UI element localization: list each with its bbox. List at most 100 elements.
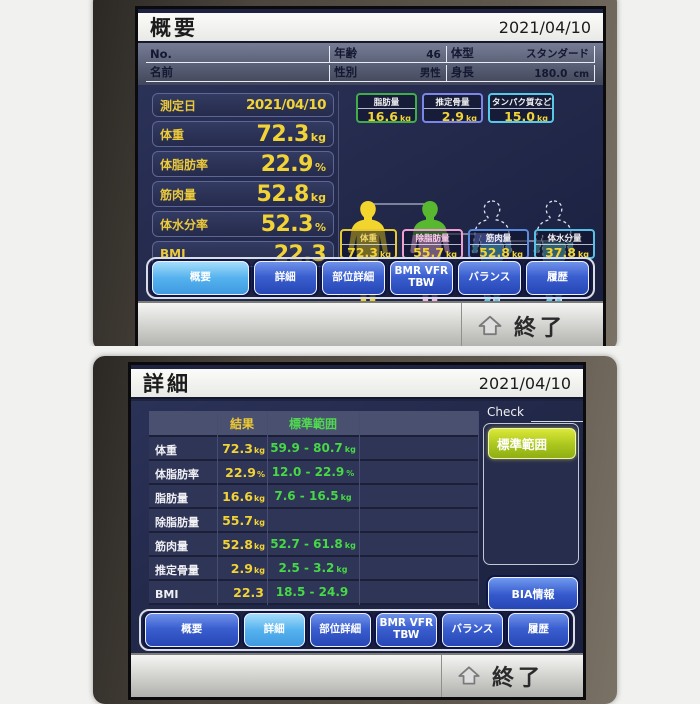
height-unit: cm [573,69,589,80]
table-row-muscle-mass: 筋肉量 52.8 kg 52.7 - 61.8 kg [149,531,479,555]
home-icon [458,666,480,685]
table-gridline [217,411,218,605]
tab-balance[interactable]: バランス [441,613,503,647]
home-icon [478,315,502,335]
metric-value: 52.8 [256,181,310,207]
table-row-lean-mass: 除脂肪量 55.7 kg [149,507,479,531]
analyzer-device-bottom: 詳細 2021/04/10 結果 標準範囲 体重 72.3 kg 59.9 - 8… [93,356,617,704]
age-label: 年齢 [334,46,358,60]
statbox-value: 2.9 [441,109,464,123]
patient-info-bar: No. 年齢 46 体型 スタンダード 名前 性別 [138,43,603,85]
exit-label: 終了 [514,315,567,341]
page-title: 詳細 [143,372,191,396]
statbox-value: 37.8 [545,245,576,259]
tab-segment-details[interactable]: 部位詳細 [321,261,385,295]
exit-label: 終了 [492,666,545,691]
no-label: No. [150,47,172,61]
exit-button[interactable]: 終了 [476,310,603,342]
height-number: 180.0 [534,68,568,80]
exit-button[interactable]: 終了 [456,660,583,692]
statbox-unit: kg [465,114,477,123]
statbox-fat-mass: 脂肪量 16.6 kg [356,93,417,123]
field-name: 名前 [146,65,331,82]
date-display: 2021/04/10 [478,373,571,393]
overview-screen: 概要 2021/04/10 No. 年齢 46 体型 スタンダード [135,6,606,351]
table-gridline [267,411,268,605]
statbox-body-water: 体水分量 37.8 kg [534,229,595,259]
metric-label: 体水分率 [160,217,209,232]
tab-history[interactable]: 履歴 [507,613,569,647]
tab-details[interactable]: 詳細 [243,613,305,647]
height-label: 身長 [450,65,474,79]
metric-row-muscle: 筋肉量 52.8 kg [152,181,334,207]
statbox-label: 体重 [342,231,395,245]
statbox-value: 55.7 [413,245,444,259]
metric-value: 2021/04/10 [245,97,327,113]
field-age: 年齢 46 [330,46,447,63]
analyzer-device-top: 概要 2021/04/10 No. 年齢 46 体型 スタンダード [93,0,617,351]
field-body-type: 体型 スタンダード [446,46,595,63]
statbox-unit: kg [577,250,589,259]
statbox-value: 16.6 [367,109,398,123]
check-panel-topline [531,421,583,422]
tab-overview[interactable]: 概要 [152,261,249,295]
range-column-header: 標準範囲 [288,416,337,431]
metric-row-weight: 体重 72.3 kg [152,121,334,147]
panel-divider [338,91,339,297]
statbox-weight: 体重 72.3 kg [340,229,397,259]
statbox-lean-mass: 除脂肪量 55.7 kg [402,229,463,259]
age-value: 46 [426,49,441,61]
table-row-bmi: BMI 22.3 18.5 - 24.9 [149,579,479,603]
statbox-label: 推定骨量 [424,95,481,109]
gender-label: 性別 [334,65,358,79]
statbox-label: タンパク質など [490,95,552,109]
table-row-body-fat: 体脂肪率 22.9% 12.0 - 22.9% [149,459,479,483]
exit-bar: 終了 [131,653,583,697]
result-column-header: 結果 [229,416,254,431]
bia-info-button[interactable]: BIA情報 [488,577,578,610]
table-row-fat-mass: 脂肪量 16.6 kg 7.6 - 16.5 kg [149,483,479,507]
table-row-empty [149,603,479,621]
name-label: 名前 [150,65,173,79]
metric-row-measure-date: 測定日 2021/04/10 [152,93,334,117]
metric-row-body-fat: 体脂肪率 22.9% [152,151,334,177]
exit-separator [461,303,462,348]
tab-balance[interactable]: バランス [457,261,521,295]
metric-unit: % [314,160,326,174]
exit-bar: 終了 [138,301,603,348]
metric-value: 22.9 [260,151,314,177]
screen1-header: 概要 2021/04/10 [138,13,603,43]
body-type-label: 体型 [450,46,474,60]
info-row-2: 名前 性別 男性 身長 180.0 cm [146,64,595,83]
metric-row-body-water: 体水分率 52.3% [152,211,334,237]
table-row-weight: 体重 72.3 kg 59.9 - 80.7 kg [149,435,479,459]
tab-bmr-vfr-tbw[interactable]: BMR VFR TBW [389,261,453,295]
table-gridline [359,411,360,605]
metric-unit: % [314,220,326,234]
tab-history[interactable]: 履歴 [525,261,589,295]
screen2-header: 詳細 2021/04/10 [131,369,583,399]
details-screen: 詳細 2021/04/10 結果 標準範囲 体重 72.3 kg 59.9 - 8… [128,362,586,700]
metric-value: 72.3 [256,121,310,147]
table-row-bone-mass: 推定骨量 2.9 kg 2.5 - 3.2 kg [149,555,479,579]
field-no: No. [146,46,331,63]
standard-range-button[interactable]: 標準範囲 [488,428,576,459]
statbox-unit: kg [379,250,391,259]
results-table: 結果 標準範囲 体重 72.3 kg 59.9 - 80.7 kg 体脂肪率 22.… [149,411,479,605]
check-panel-title: Check [487,405,524,419]
page-title: 概要 [150,16,198,40]
statbox-unit: kg [445,250,457,259]
date-display: 2021/04/10 [498,17,591,37]
tab-overview[interactable]: 概要 [145,613,239,647]
height-value: 180.0 cm [534,68,589,80]
tab-bmr-vfr-tbw[interactable]: BMR VFR TBW [375,613,437,647]
statbox-value: 72.3 [347,245,378,259]
statbox-label: 体水分量 [536,231,593,245]
field-gender: 性別 男性 [330,65,447,82]
nav-tabbar: 概要 詳細 部位詳細 BMR VFR TBW バランス 履歴 [139,609,575,651]
gender-value: 男性 [419,67,441,79]
tab-segment-details[interactable]: 部位詳細 [309,613,371,647]
statbox-value: 52.8 [479,245,510,259]
statbox-unit: kg [511,250,523,259]
tab-details[interactable]: 詳細 [253,261,317,295]
